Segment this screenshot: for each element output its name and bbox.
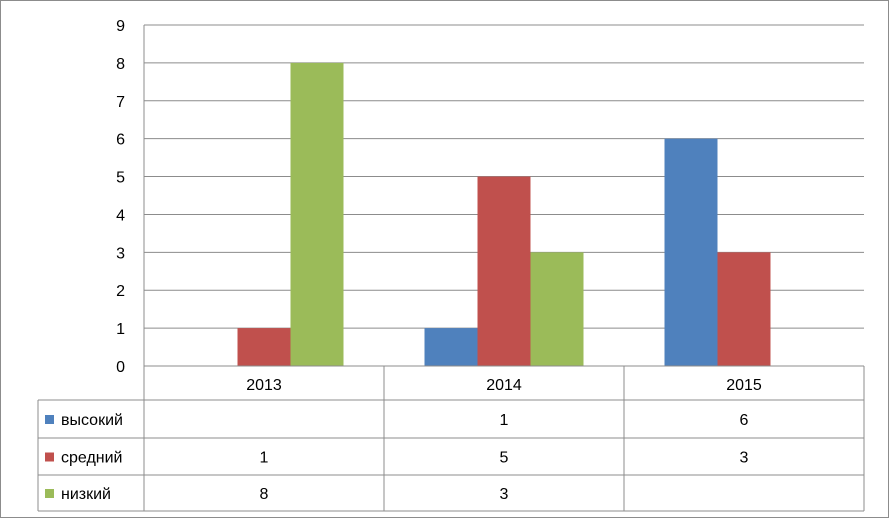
table-cell: 5: [500, 450, 509, 467]
legend-key-средний: [45, 452, 54, 462]
bar-высокий-2015: [664, 138, 718, 366]
bar-средний-2013: [237, 328, 291, 366]
bar-низкий-2013: [290, 62, 344, 367]
y-tick-label: 8: [116, 56, 125, 73]
bar-средний-2014: [477, 176, 531, 366]
legend-label: высокий: [61, 412, 123, 429]
x-category-label: 2015: [726, 377, 762, 394]
x-category-label: 2013: [246, 377, 282, 394]
y-tick-label: 5: [116, 170, 125, 187]
legend-label: низкий: [61, 486, 111, 503]
x-category-label: 2014: [486, 377, 522, 394]
y-tick-label: 6: [116, 132, 125, 149]
legend-label: средний: [61, 450, 123, 467]
legend-key-высокий: [45, 415, 54, 424]
y-tick-label: 0: [116, 359, 125, 376]
bars: [237, 62, 771, 367]
y-tick-label: 2: [116, 283, 125, 300]
y-tick-label: 1: [116, 321, 125, 338]
table-cell: 8: [260, 486, 269, 503]
table-cell: 1: [260, 450, 269, 467]
bar-средний-2015: [717, 252, 771, 366]
y-tick-label: 9: [116, 18, 125, 35]
bar-высокий-2014: [424, 328, 478, 366]
table-cell: 3: [500, 486, 509, 503]
table-cell: 6: [740, 412, 749, 429]
y-axis-ticks: 0 1 2 3 4 5 6 7 8 9: [116, 18, 125, 376]
bar-низкий-2014: [530, 252, 584, 366]
data-table: 2013 2014 2015 высокий 1 6 средний 1 5 3 низкий 8 3: [37, 365, 865, 512]
table-cell: 3: [740, 450, 749, 467]
legend-key-низкий: [45, 489, 54, 498]
table-cell: 1: [500, 412, 509, 429]
y-tick-label: 4: [116, 207, 125, 224]
y-tick-label: 7: [116, 94, 125, 111]
y-tick-label: 3: [116, 245, 125, 262]
